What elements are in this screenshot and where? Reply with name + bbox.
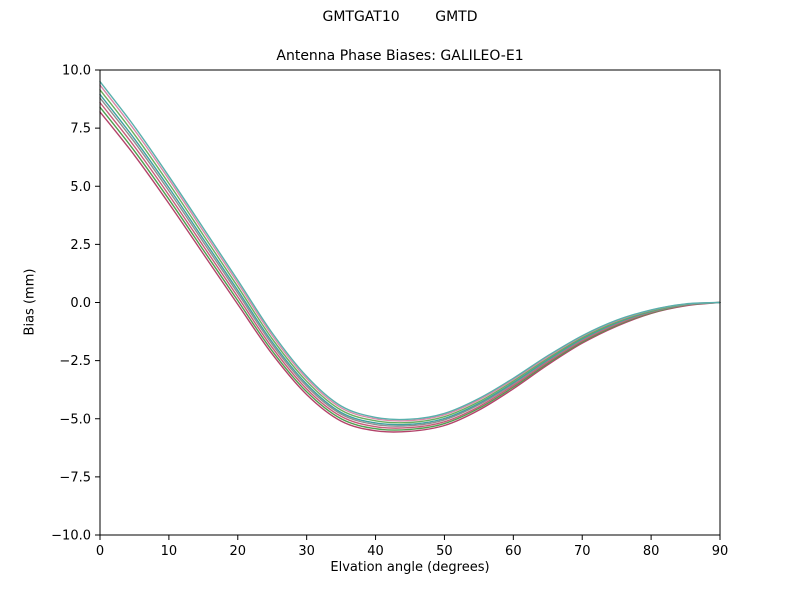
x-tick-label: 50: [436, 544, 453, 559]
y-tick-label: 10.0: [62, 64, 91, 79]
axes-title: Antenna Phase Biases: GALILEO-E1: [276, 48, 524, 64]
x-tick-label: 10: [161, 544, 178, 559]
y-tick-label: 7.5: [70, 122, 91, 137]
y-tick-label: −10.0: [51, 529, 91, 544]
x-tick-label: 0: [96, 544, 104, 559]
figure-suptitle: GMTGAT10 GMTD: [322, 9, 478, 25]
y-axis-label: Bias (mm): [22, 268, 38, 336]
x-tick-label: 20: [230, 544, 247, 559]
chart-line-series-4: [99, 97, 721, 427]
y-tick-label: −5.0: [59, 412, 91, 427]
chart-line-series-6: [99, 89, 721, 424]
y-tick-label: 2.5: [70, 238, 91, 253]
chart-line-series-7: [99, 84, 721, 422]
y-tick-label: 0.0: [70, 296, 91, 311]
x-tick-label: 70: [574, 544, 591, 559]
chart-line-series-1: [99, 111, 721, 433]
chart-line-series-3: [99, 101, 721, 429]
x-tick-label: 40: [367, 544, 384, 559]
x-tick-label: 60: [505, 544, 522, 559]
chart-line-series-2: [99, 106, 721, 431]
x-axis-label: Elvation angle (degrees): [330, 560, 490, 575]
y-tick-label: −2.5: [59, 354, 91, 369]
x-tick-label: 80: [643, 544, 660, 559]
axes-frame: [99, 69, 721, 536]
y-tick-label: −7.5: [59, 470, 91, 485]
chart-line-series-8: [99, 80, 721, 421]
y-tick-label: 5.0: [70, 180, 91, 195]
chart-line-series-5: [99, 93, 721, 426]
x-tick-label: 30: [298, 544, 315, 559]
x-tick-label: 90: [712, 544, 729, 559]
